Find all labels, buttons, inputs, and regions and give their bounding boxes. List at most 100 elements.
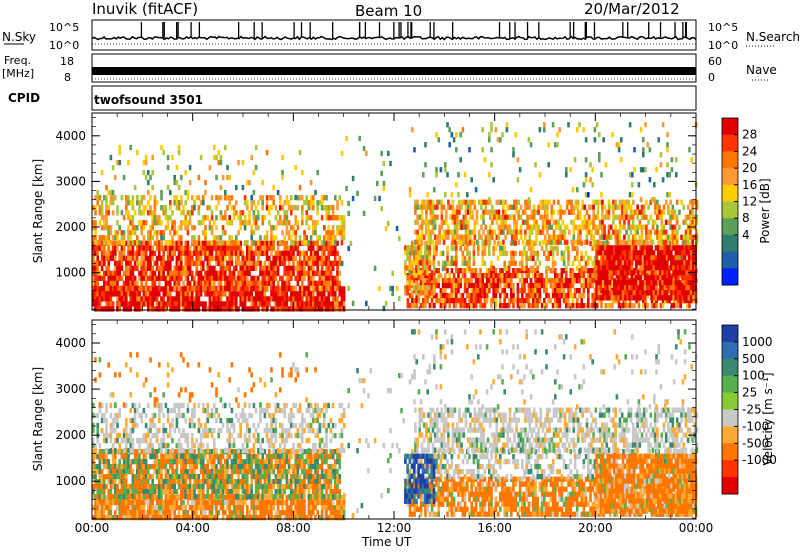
- power-cell: [468, 298, 471, 304]
- power-cell: [305, 255, 308, 261]
- power-cell: [592, 239, 595, 245]
- power-cell: [653, 229, 657, 235]
- power-cell: [619, 260, 623, 266]
- power-cell: [474, 293, 478, 299]
- power-cell: [633, 273, 636, 279]
- power-cell: [276, 291, 280, 297]
- power-cell: [689, 295, 693, 301]
- power-cell: [250, 296, 253, 302]
- power-cell: [180, 255, 183, 261]
- power-cell: [96, 296, 99, 302]
- power-cell: [261, 286, 264, 292]
- power-cell: [596, 229, 600, 235]
- power-cell: [153, 215, 157, 221]
- power-cell: [182, 286, 185, 292]
- power-cell: [626, 280, 629, 286]
- power-cell: [619, 270, 623, 276]
- power-cell: [686, 298, 689, 304]
- power-cell: [331, 296, 335, 302]
- power-cell: [418, 234, 422, 240]
- power-cell: [118, 250, 121, 256]
- power-cell: [600, 303, 603, 309]
- power-cell: [184, 250, 187, 256]
- power-cell: [199, 291, 203, 297]
- power-cell: [624, 240, 627, 246]
- power-cell: [431, 224, 435, 230]
- power-cell: [276, 301, 280, 307]
- power-cell: [408, 293, 412, 299]
- power-cell: [155, 306, 159, 312]
- power-cell: [184, 245, 187, 251]
- power-cell: [682, 234, 686, 240]
- power-cell: [598, 157, 601, 163]
- power-cell: [658, 229, 661, 235]
- power-cell: [217, 235, 220, 241]
- power-cell: [237, 270, 240, 276]
- power-cell: [597, 275, 601, 281]
- power-cell: [100, 255, 104, 261]
- power-cell: [105, 220, 108, 226]
- power-cell: [683, 295, 686, 301]
- power-cell: [499, 229, 503, 235]
- power-cell: [334, 275, 337, 281]
- power-cell: [603, 204, 606, 210]
- power-cell: [447, 204, 450, 210]
- power-cell: [180, 291, 183, 297]
- power-cell: [556, 278, 559, 284]
- power-cell: [193, 275, 196, 281]
- power-cell: [436, 214, 439, 220]
- power-cell: [505, 250, 509, 256]
- power-cell: [263, 285, 267, 291]
- power-cell: [151, 286, 154, 292]
- power-cell: [614, 224, 617, 230]
- power-cell: [309, 306, 313, 312]
- power-cell: [331, 215, 335, 221]
- power-cell: [619, 265, 623, 271]
- power-cell: [691, 199, 694, 205]
- power-cell: [640, 229, 644, 235]
- power-cell: [670, 260, 673, 266]
- power-cell: [671, 239, 675, 245]
- power-cell: [140, 240, 143, 246]
- power-cell: [329, 301, 333, 307]
- power-cell: [116, 296, 119, 302]
- power-cell: [495, 214, 499, 220]
- power-cell: [226, 240, 229, 246]
- power-cell: [446, 250, 449, 256]
- power-cell: [654, 255, 658, 261]
- power-cell: [425, 199, 428, 205]
- power-cell: [422, 234, 426, 240]
- power-cell: [569, 167, 572, 173]
- power-cell: [147, 210, 150, 216]
- power-cell: [430, 260, 434, 266]
- power-cell: [684, 239, 688, 245]
- power-cell: [558, 283, 561, 289]
- power-cell: [213, 240, 216, 246]
- power-cell: [325, 265, 328, 271]
- power-cell: [292, 265, 295, 271]
- power-cell: [433, 265, 436, 271]
- power-cell: [195, 265, 198, 271]
- power-cell: [118, 291, 121, 297]
- power-cell: [422, 199, 426, 205]
- power-cell: [142, 245, 146, 251]
- power-cell: [232, 240, 236, 246]
- power-cell: [513, 204, 516, 210]
- power-cell: [537, 204, 540, 210]
- power-cell: [640, 234, 644, 240]
- power-cell: [349, 240, 353, 247]
- power-cell: [221, 255, 225, 261]
- power-cell: [510, 288, 513, 294]
- power-cell: [120, 285, 124, 291]
- power-cell: [224, 240, 227, 246]
- power-cell: [457, 288, 460, 294]
- power-cell: [151, 291, 154, 297]
- power-cell: [243, 225, 247, 231]
- power-cell: [334, 301, 337, 307]
- power-cell: [276, 189, 280, 196]
- power-cell: [666, 132, 669, 138]
- power-cell: [136, 194, 139, 201]
- power-cell: [142, 169, 146, 176]
- power-cell: [475, 239, 479, 245]
- power-cell: [538, 127, 542, 133]
